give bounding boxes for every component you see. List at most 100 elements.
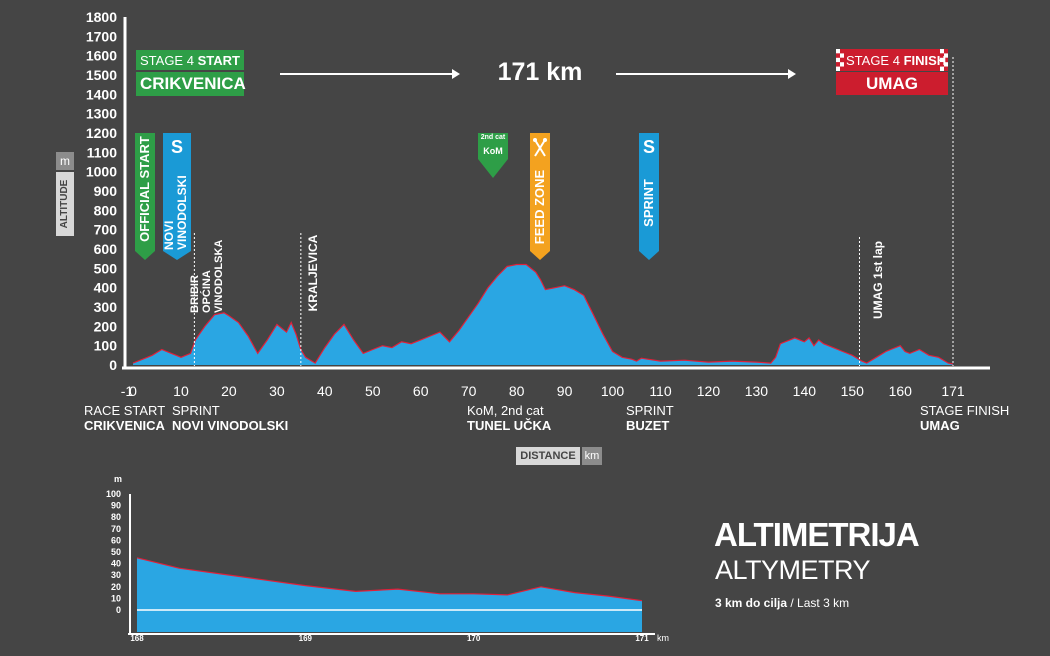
checker-square	[944, 53, 948, 58]
mini-x-tick-label: 171	[635, 634, 649, 643]
stage-finish-box: STAGE 4 FINISH UMAG	[836, 49, 948, 95]
x-tick-label: 140	[793, 383, 817, 399]
x-tick-label: 70	[461, 383, 477, 399]
arrow-right-segment	[616, 69, 796, 79]
checker-square	[836, 49, 840, 54]
mini-y-tick-label: 40	[111, 559, 121, 569]
x-tick-label: 20	[221, 383, 237, 399]
mini-y-tick-label: 20	[111, 582, 121, 592]
kraljevica-annotation: KRALJEVICA	[306, 234, 320, 312]
stage-start-text-a: STAGE 4	[140, 52, 198, 68]
x-tick-label: 160	[889, 383, 913, 399]
finish-label: STAGE FINISH	[920, 403, 1010, 418]
feed-zone-flag	[530, 133, 550, 260]
y-tick-label: 400	[94, 280, 118, 296]
umag-first-lap-annotation: UMAG 1st lap	[871, 241, 885, 320]
stage-start-box-line2: CRIKVENICA	[136, 72, 246, 96]
elevation-area	[133, 264, 953, 365]
y-tick-label: 1000	[86, 164, 117, 180]
y-tick-label: 1500	[86, 67, 117, 83]
last-3km-area	[137, 557, 642, 632]
mini-y-tick-label: 10	[111, 593, 121, 603]
label-sprint-novi: SPRINT NOVI VINODOLSKI	[172, 403, 288, 433]
altimetry-title: ALTIMETRIJA	[714, 516, 920, 553]
x-tick-label: 50	[365, 383, 381, 399]
checker-square	[840, 62, 844, 67]
caption-sep: /	[787, 596, 798, 610]
stage-finish-text-b: FINISH	[903, 52, 947, 68]
sprint2-city: BUZET	[626, 418, 670, 433]
official-start-label: OFFICIAL START	[137, 136, 152, 242]
x-tick-label: 150	[841, 383, 865, 399]
label-race-start: RACE START CRIKVENICA	[84, 403, 165, 433]
fork-knife-icon	[533, 138, 547, 157]
stage-start-box-line1: STAGE 4 START	[136, 50, 244, 70]
stage-finish-box-line2: UMAG	[836, 72, 948, 95]
race-start-label: RACE START	[84, 403, 166, 418]
last-3km-x-ticks: 168 169 170 171 km	[130, 633, 669, 643]
last-3km-profile	[136, 557, 643, 632]
finish-city-bottom: UMAG	[920, 418, 960, 433]
mini-y-tick-label: 60	[111, 535, 121, 545]
mini-y-unit: m	[114, 474, 122, 484]
feed-zone-marker: FEED ZONE	[530, 133, 550, 260]
sprint-flag-novi	[163, 133, 191, 260]
sprint1-label: SPRINT	[172, 403, 220, 418]
kom-bottom-label: KoM, 2nd cat	[467, 403, 544, 418]
place-guide-lines	[193, 57, 954, 366]
novi-vinodolski-sprint-marker: S NOVI VINODOLSKI	[162, 133, 191, 260]
y-tick-label: 1300	[86, 106, 117, 122]
checker-square	[940, 57, 944, 63]
y-tick-label: 100	[94, 338, 118, 354]
main-x-tick-labels: -10 10 20 30 40 50 60 70 80 90 100 110 120 130 140 150 1…	[121, 383, 965, 399]
y-axis-label: ALTITUDE	[59, 179, 70, 229]
y-tick-label: 1400	[86, 86, 117, 102]
checker-square	[836, 53, 840, 58]
checker-square	[840, 66, 844, 71]
kom-marker: 2nd cat KoM	[478, 133, 508, 178]
start-city: CRIKVENICA	[140, 74, 246, 93]
checker-square	[940, 66, 944, 71]
x-tick-label: 171	[941, 383, 965, 399]
checker-square	[940, 49, 944, 54]
x-tick-label: 40	[317, 383, 333, 399]
mini-y-tick-label: 90	[111, 501, 121, 511]
checker-square	[836, 62, 840, 67]
mini-y-tick-label: 30	[111, 570, 121, 580]
caption-light: Last 3 km	[797, 596, 850, 610]
novi-sprint-label: NOVI VINODOLSKI	[162, 175, 189, 250]
x-tick-label: 80	[509, 383, 525, 399]
y-tick-label: 1800	[86, 9, 117, 25]
label-stage-finish: STAGE FINISH UMAG	[920, 403, 1009, 433]
checker-square	[840, 57, 844, 63]
label-kom: KoM, 2nd cat TUNEL UČKA	[467, 403, 551, 433]
checker-square	[944, 57, 948, 63]
mini-x-tick-label: 170	[467, 634, 481, 643]
finish-city: UMAG	[866, 73, 918, 93]
arrow-left-segment	[280, 69, 460, 79]
checker-square	[940, 62, 944, 67]
sprint1-city: NOVI VINODOLSKI	[172, 418, 289, 433]
mini-y-tick-label: 70	[111, 524, 121, 534]
novi-sprint-s: S	[170, 137, 183, 157]
kom-triangle-icon	[478, 133, 508, 178]
y-tick-label: 900	[94, 183, 118, 199]
buzet-sprint-marker: S SPRINT	[639, 133, 659, 260]
official-start-marker: OFFICIAL START	[135, 133, 155, 260]
checker-square	[940, 53, 944, 58]
checker-square	[840, 49, 844, 54]
x-tick-label: -1	[121, 383, 134, 399]
x-tick-label: 100	[601, 383, 625, 399]
y-tick-label: 800	[94, 202, 118, 218]
kom-label: KoM	[483, 146, 503, 156]
checker-square	[840, 53, 844, 58]
last-3km-line	[136, 557, 643, 602]
main-elevation-chart: 0100200300400500600700800900100011001200…	[86, 9, 990, 399]
sprint-flag-buzet	[639, 133, 659, 260]
stage-distance: 171 km	[497, 58, 583, 86]
y-tick-label: 1600	[86, 48, 117, 64]
mini-y-tick-label: 50	[111, 547, 121, 557]
